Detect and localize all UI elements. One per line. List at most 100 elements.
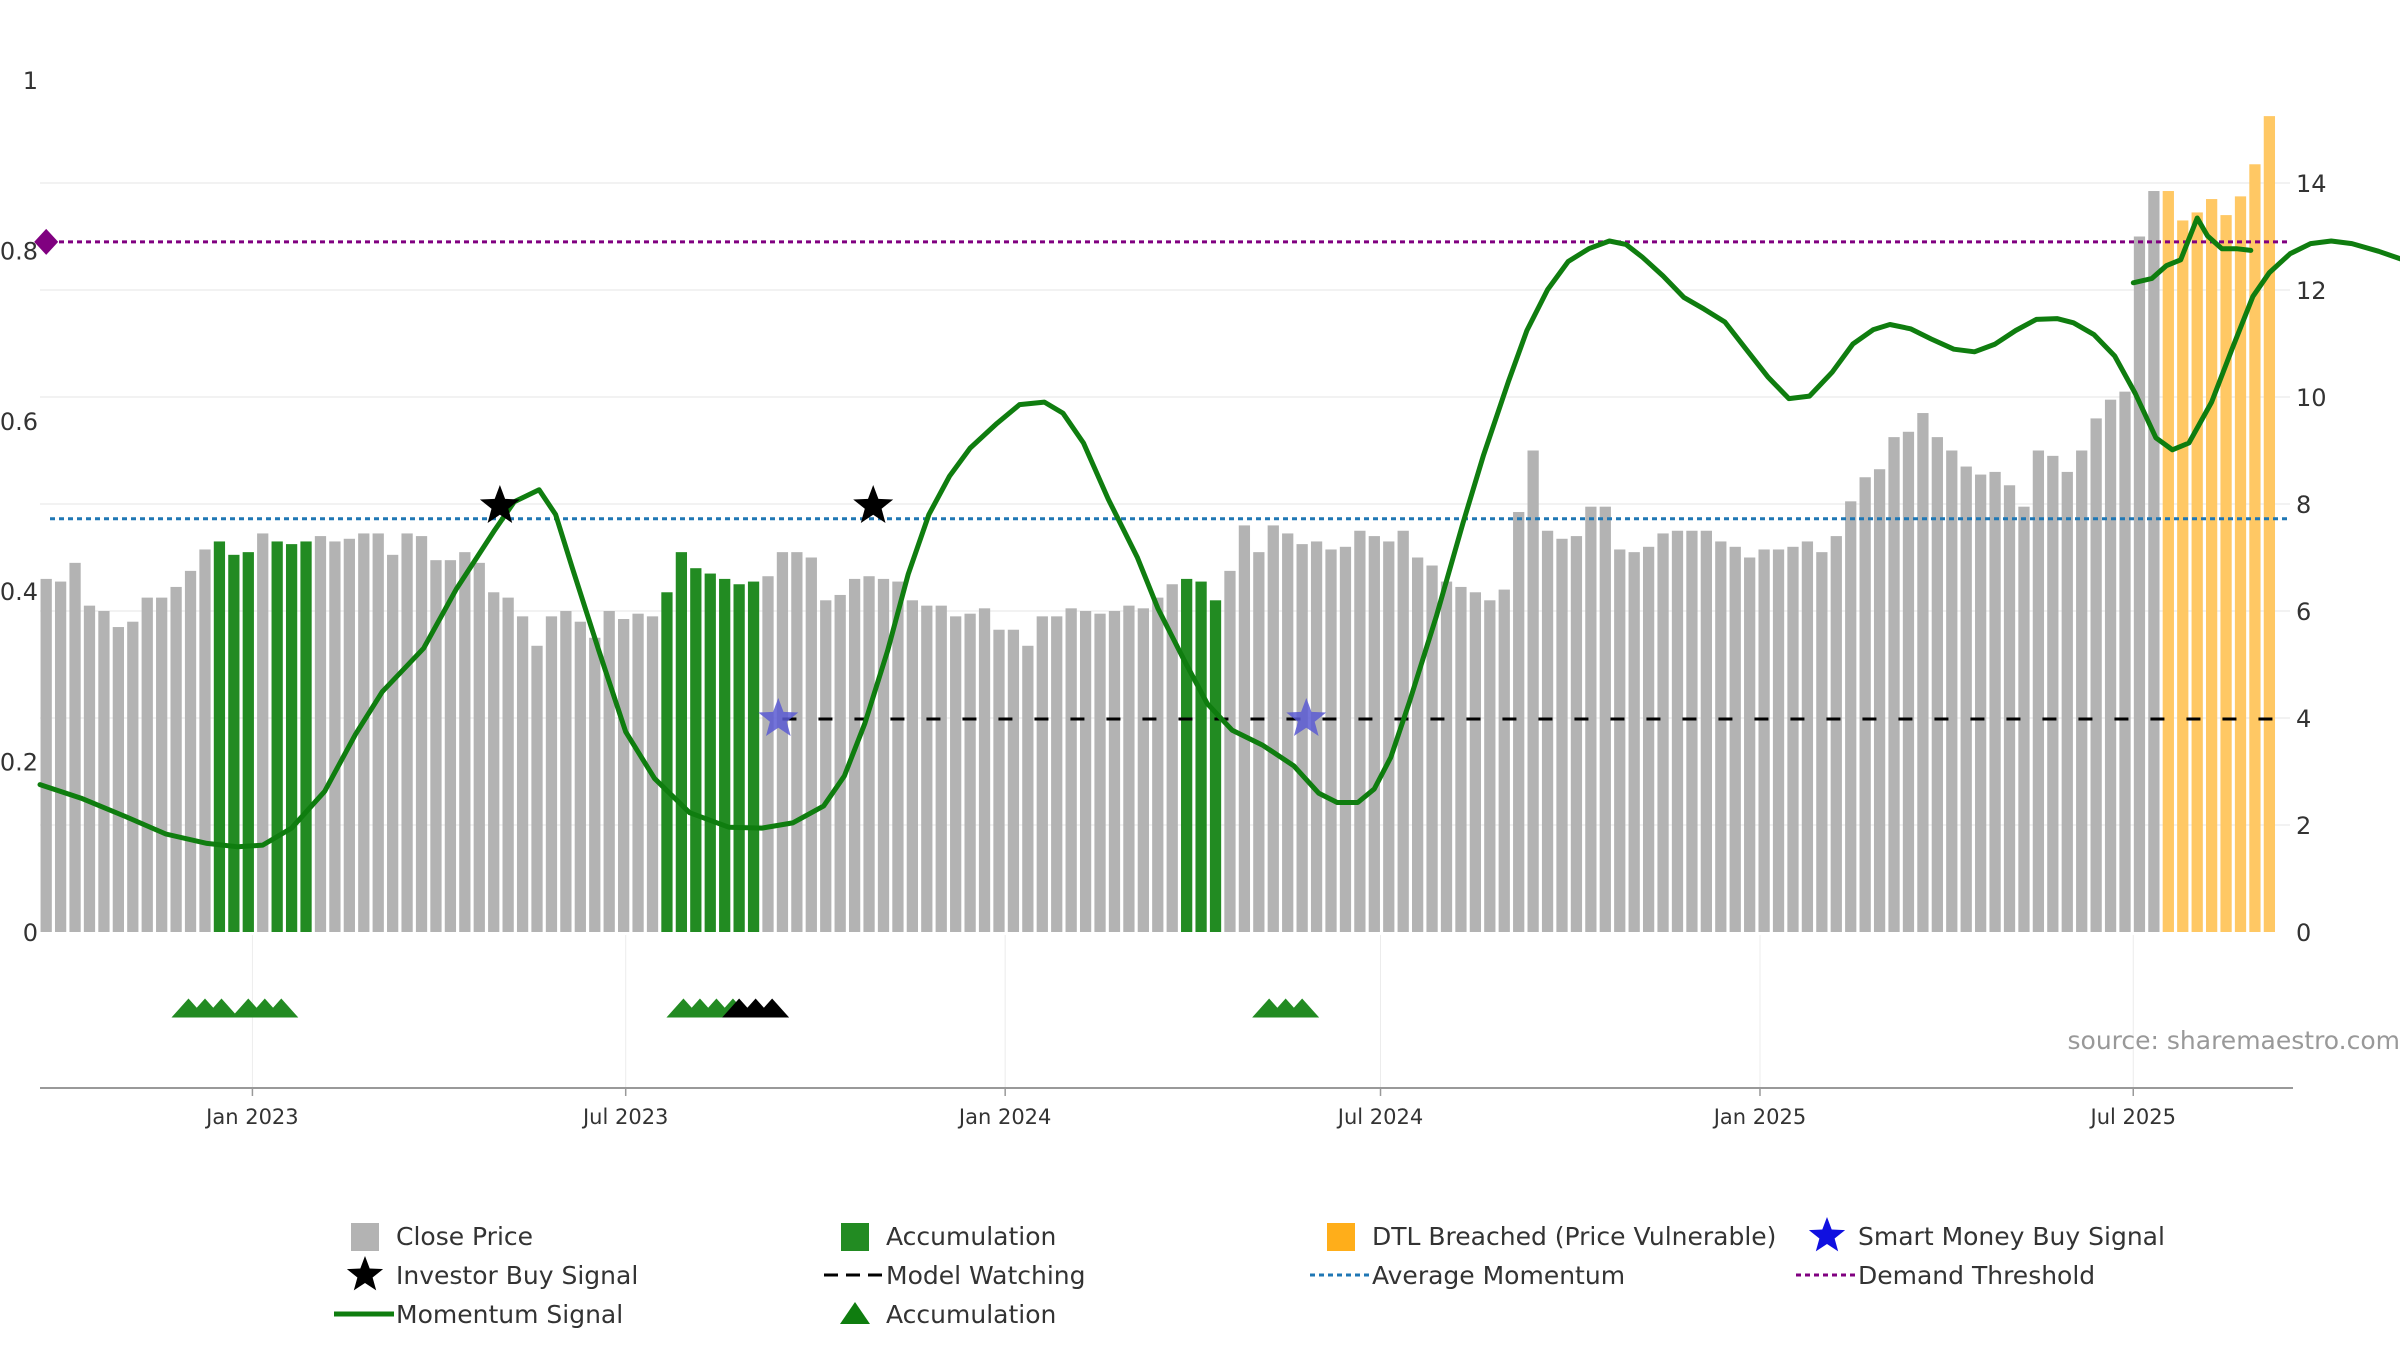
price-bar [791, 552, 803, 932]
legend-label: DTL Breached (Price Vulnerable) [1372, 1222, 1776, 1251]
price-bar [1614, 549, 1626, 932]
accumulation-bar [733, 584, 745, 932]
price-bar [358, 533, 370, 932]
price-bar [560, 611, 572, 932]
left-tick-label: 0.8 [0, 237, 38, 265]
price-bar [343, 538, 355, 932]
dtl-bar [2191, 212, 2203, 933]
source-label: source: sharemaestro.com [2068, 1026, 2400, 1055]
axes: Jan 2023 Jul 2023 Jan 2024 Jul 2024 Jan 2025… [0, 67, 2327, 1129]
left-tick-label: 0.4 [0, 578, 38, 606]
price-bar [1152, 597, 1164, 932]
price-bar [2133, 236, 2146, 932]
right-tick-label: 0 [2296, 919, 2311, 947]
price-bar [1715, 541, 1727, 932]
price-bar [488, 592, 500, 932]
accumulation-bar [285, 544, 298, 932]
legend-item-dtl: DTL Breached (Price Vulnerable) [1327, 1222, 1776, 1251]
accumulation-bar [675, 552, 688, 932]
legend-item-accumulation-triangle: Accumulation [840, 1300, 1056, 1329]
price-bar [2061, 471, 2073, 932]
legend-item-smart-money: Smart Money Buy Signal [1808, 1217, 2165, 1252]
investor-buy-star [853, 485, 894, 523]
price-bar [2003, 485, 2016, 932]
price-bar [834, 594, 846, 932]
price-bar [1267, 525, 1279, 932]
price-bar [372, 533, 384, 932]
price-bar [329, 541, 341, 932]
price-bar [1917, 413, 1929, 932]
price-bar [589, 637, 601, 932]
price-bar [156, 597, 168, 932]
accumulation-bar [271, 541, 283, 932]
price-bar [805, 557, 817, 932]
signal-markers [34, 228, 1327, 1018]
price-bar [98, 611, 110, 932]
price-bar [1065, 608, 1077, 932]
price-bar [2032, 450, 2045, 932]
accumulation-triangle [1285, 998, 1320, 1018]
price-bar [1859, 477, 1871, 932]
price-bar [459, 552, 471, 932]
accumulation-bar [228, 554, 240, 932]
price-bar [1946, 450, 1958, 932]
price-bar [1282, 533, 1294, 932]
price-bar [1960, 466, 1972, 932]
price-bar [1816, 552, 1828, 932]
price-bar [1094, 613, 1106, 932]
indicator-lines [37, 215, 2400, 850]
price-bar [632, 613, 644, 932]
price-bar [516, 616, 529, 932]
legend-swatch-investor [346, 1256, 384, 1291]
price-bar [978, 608, 991, 932]
price-bar [415, 536, 428, 932]
legend-item-close-price: Close Price [351, 1222, 533, 1251]
legend-item-average-momentum: Average Momentum [1310, 1261, 1625, 1290]
price-bar [184, 570, 197, 932]
price-bar [877, 578, 890, 932]
price-bar [314, 536, 327, 932]
price-bar [1801, 541, 1814, 932]
legend-label: Close Price [396, 1222, 533, 1251]
price-bar [1729, 546, 1741, 932]
legend-swatch-accumulation-bar [841, 1223, 869, 1251]
price-bar [1484, 600, 1496, 932]
price-bar [1628, 552, 1640, 932]
legend: Close Price Accumulation DTL Breached (Pri… [334, 1217, 2165, 1329]
price-bar [863, 576, 875, 932]
price-bar [1123, 605, 1135, 932]
accumulation-bar [661, 592, 673, 932]
accumulation-bar [242, 552, 254, 932]
left-tick-label: 0.2 [0, 749, 38, 777]
price-bar [1368, 536, 1380, 932]
price-bar [1585, 506, 1597, 932]
price-bar [1642, 546, 1655, 932]
accumulation-bar [719, 578, 731, 932]
legend-swatch-accumulation-triangle [840, 1302, 870, 1324]
legend-label: Average Momentum [1372, 1261, 1625, 1290]
price-bar [1556, 538, 1568, 932]
price-bar [1700, 530, 1712, 932]
price-bar [2148, 191, 2160, 932]
smart-money-buy-star [758, 698, 799, 736]
accumulation-bar [690, 568, 702, 932]
dtl-bar [2162, 191, 2174, 932]
price-bar [2090, 418, 2102, 932]
x-tick-label: Jan 2024 [957, 1105, 1052, 1129]
price-bar [1527, 450, 1539, 932]
price-bar [54, 581, 67, 932]
price-bar [1325, 549, 1337, 932]
x-tick-label: Jul 2025 [2089, 1105, 2176, 1129]
accumulation-triangle [264, 998, 299, 1018]
price-bar [112, 627, 124, 932]
price-bar [387, 554, 399, 932]
price-bar [1022, 645, 1034, 932]
price-bar [2018, 506, 2030, 932]
price-bar [1513, 512, 1525, 932]
price-bar [1989, 471, 2001, 932]
price-bar [1975, 474, 1987, 932]
price-bar [574, 621, 586, 932]
price-bar [1412, 557, 1424, 932]
legend-label: Smart Money Buy Signal [1858, 1222, 2165, 1251]
legend-item-demand-threshold: Demand Threshold [1796, 1261, 2095, 1290]
